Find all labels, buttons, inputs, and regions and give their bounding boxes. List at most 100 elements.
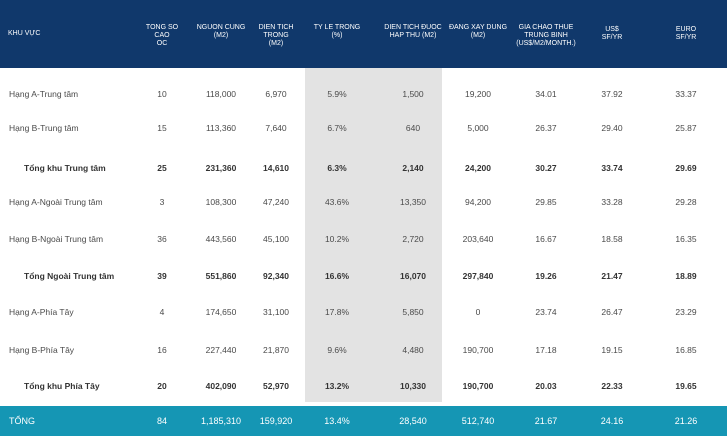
table-cell: 24,200 bbox=[465, 163, 491, 173]
table-cell: 402,090 bbox=[205, 381, 237, 391]
table-cell: 443,560 bbox=[205, 234, 237, 244]
column-header: EURO SF/YR bbox=[675, 26, 697, 41]
table-cell: 47,240 bbox=[263, 197, 289, 207]
table-cell: 21,870 bbox=[263, 345, 289, 355]
total-cell: 13.4% bbox=[324, 416, 350, 426]
table-cell: 118,000 bbox=[205, 89, 237, 99]
subtotal-row: Tổng khu Phía Tây 20 402,090 52,970 13.2% 10,… bbox=[0, 368, 727, 405]
table-cell: 22.33 bbox=[601, 381, 623, 391]
table-cell: 551,860 bbox=[205, 271, 237, 281]
region-name: Tổng Ngoài Trung tâm bbox=[24, 271, 115, 281]
vacancy-rate-column-highlight bbox=[305, 68, 442, 402]
table-cell: 0 bbox=[475, 307, 481, 317]
table-cell: 16.67 bbox=[535, 234, 557, 244]
region-name: Hạng A-Trung tâm bbox=[9, 89, 79, 99]
table-row: Hạng B-Ngoài Trung tâm 36 443,560 45,100 10.… bbox=[0, 221, 727, 258]
table-cell: 94,200 bbox=[465, 197, 491, 207]
column-header: DIEN TICH ĐUOC HAP THU (M2) bbox=[384, 24, 442, 39]
table-cell: 10,330 bbox=[400, 381, 426, 391]
table-cell: 37.92 bbox=[601, 89, 623, 99]
table-cell: 640 bbox=[405, 123, 421, 133]
table-cell: 31,100 bbox=[263, 307, 289, 317]
table-cell: 108,300 bbox=[205, 197, 237, 207]
table-cell: 21.47 bbox=[601, 271, 623, 281]
table-cell: 13.2% bbox=[324, 381, 350, 391]
total-cell: 159,920 bbox=[259, 416, 293, 426]
table-cell: 2,720 bbox=[402, 234, 424, 244]
column-header: US$ SF/YR bbox=[601, 26, 623, 41]
table-cell: 174,650 bbox=[205, 307, 237, 317]
table-cell: 113,360 bbox=[205, 123, 237, 133]
table-cell: 92,340 bbox=[263, 271, 289, 281]
table-cell: 2,140 bbox=[402, 163, 424, 173]
table-cell: 36 bbox=[157, 234, 167, 244]
table-cell: 29.85 bbox=[535, 197, 557, 207]
total-label: TỔNG bbox=[9, 416, 35, 426]
table-cell: 10.2% bbox=[324, 234, 350, 244]
column-header: ĐANG XAY DUNG (M2) bbox=[448, 24, 508, 39]
table-cell: 5,000 bbox=[467, 123, 489, 133]
table-cell: 4 bbox=[159, 307, 165, 317]
table-cell: 4,480 bbox=[402, 345, 424, 355]
table-cell: 19.65 bbox=[675, 381, 697, 391]
table-row: Hạng B-Phía Tây 16 227,440 21,870 9.6% 4,480 1… bbox=[0, 332, 727, 369]
table-cell: 16.85 bbox=[675, 345, 697, 355]
table-cell: 45,100 bbox=[263, 234, 289, 244]
table-cell: 17.8% bbox=[324, 307, 350, 317]
table-cell: 20.03 bbox=[535, 381, 557, 391]
total-cell: 512,740 bbox=[461, 416, 495, 426]
table-cell: 33.74 bbox=[601, 163, 623, 173]
table-cell: 29.28 bbox=[675, 197, 697, 207]
table-cell: 33.37 bbox=[675, 89, 697, 99]
table-cell: 30.27 bbox=[535, 163, 557, 173]
table-cell: 7,640 bbox=[265, 123, 287, 133]
total-cell: 84 bbox=[156, 416, 167, 426]
table-row: Hạng A-Phía Tây 4 174,650 31,100 17.8% 5,850 0… bbox=[0, 294, 727, 331]
table-cell: 13,350 bbox=[400, 197, 426, 207]
table-cell: 25.87 bbox=[675, 123, 697, 133]
table-cell: 20 bbox=[157, 381, 167, 391]
table-cell: 19.15 bbox=[601, 345, 623, 355]
table-cell: 19,200 bbox=[465, 89, 491, 99]
region-name: Tổng khu Trung tâm bbox=[24, 163, 106, 173]
table-cell: 9.6% bbox=[327, 345, 347, 355]
table-total-row: TỔNG 84 1,185,310 159,920 13.4% 28,540 512,740… bbox=[0, 406, 727, 436]
region-name: Hạng B-Ngoài Trung tâm bbox=[9, 234, 104, 244]
region-name: Hạng A-Phía Tây bbox=[9, 307, 74, 317]
table-row: Hạng A-Trung tâm 10 118,000 6,970 5.9% 1,500 1… bbox=[0, 76, 727, 113]
table-cell: 18.89 bbox=[675, 271, 697, 281]
table-cell: 19.26 bbox=[535, 271, 557, 281]
table-cell: 17.18 bbox=[535, 345, 557, 355]
table-cell: 33.28 bbox=[601, 197, 623, 207]
total-cell: 21.67 bbox=[534, 416, 558, 426]
subtotal-row: Tổng Ngoài Trung tâm 39 551,860 92,340 16.6%… bbox=[0, 258, 727, 295]
table-cell: 16.35 bbox=[675, 234, 697, 244]
total-cell: 1,185,310 bbox=[200, 416, 242, 426]
table-cell: 6,970 bbox=[265, 89, 287, 99]
table-cell: 26.37 bbox=[535, 123, 557, 133]
table-cell: 16.6% bbox=[324, 271, 350, 281]
region-name: Hạng A-Ngoài Trung tâm bbox=[9, 197, 103, 207]
column-header: TY LE TRONG (%) bbox=[313, 24, 361, 39]
table-cell: 190,700 bbox=[462, 381, 494, 391]
table-cell: 6.7% bbox=[327, 123, 347, 133]
table-cell: 25 bbox=[157, 163, 167, 173]
table-cell: 190,700 bbox=[462, 345, 494, 355]
region-name: Hạng B-Phía Tây bbox=[9, 345, 75, 355]
table-cell: 14,610 bbox=[263, 163, 289, 173]
table-cell: 231,360 bbox=[205, 163, 237, 173]
table-cell: 23.29 bbox=[675, 307, 697, 317]
column-header: NGUON CUNG (M2) bbox=[196, 24, 246, 39]
column-header: DIEN TICH TRONG (M2) bbox=[258, 24, 294, 47]
total-cell: 21.26 bbox=[674, 416, 698, 426]
table-cell: 5.9% bbox=[327, 89, 347, 99]
table-cell: 227,440 bbox=[205, 345, 237, 355]
column-header: TONG SO CAO OC bbox=[145, 24, 179, 47]
table-cell: 203,640 bbox=[462, 234, 494, 244]
column-header: KHU VỰC bbox=[8, 30, 41, 37]
total-cell: 24.16 bbox=[600, 416, 624, 426]
table-cell: 34.01 bbox=[535, 89, 557, 99]
total-cell: 28,540 bbox=[399, 416, 427, 426]
table-row: Hạng A-Ngoài Trung tâm 3 108,300 47,240 43.6… bbox=[0, 184, 727, 221]
table-cell: 5,850 bbox=[402, 307, 424, 317]
